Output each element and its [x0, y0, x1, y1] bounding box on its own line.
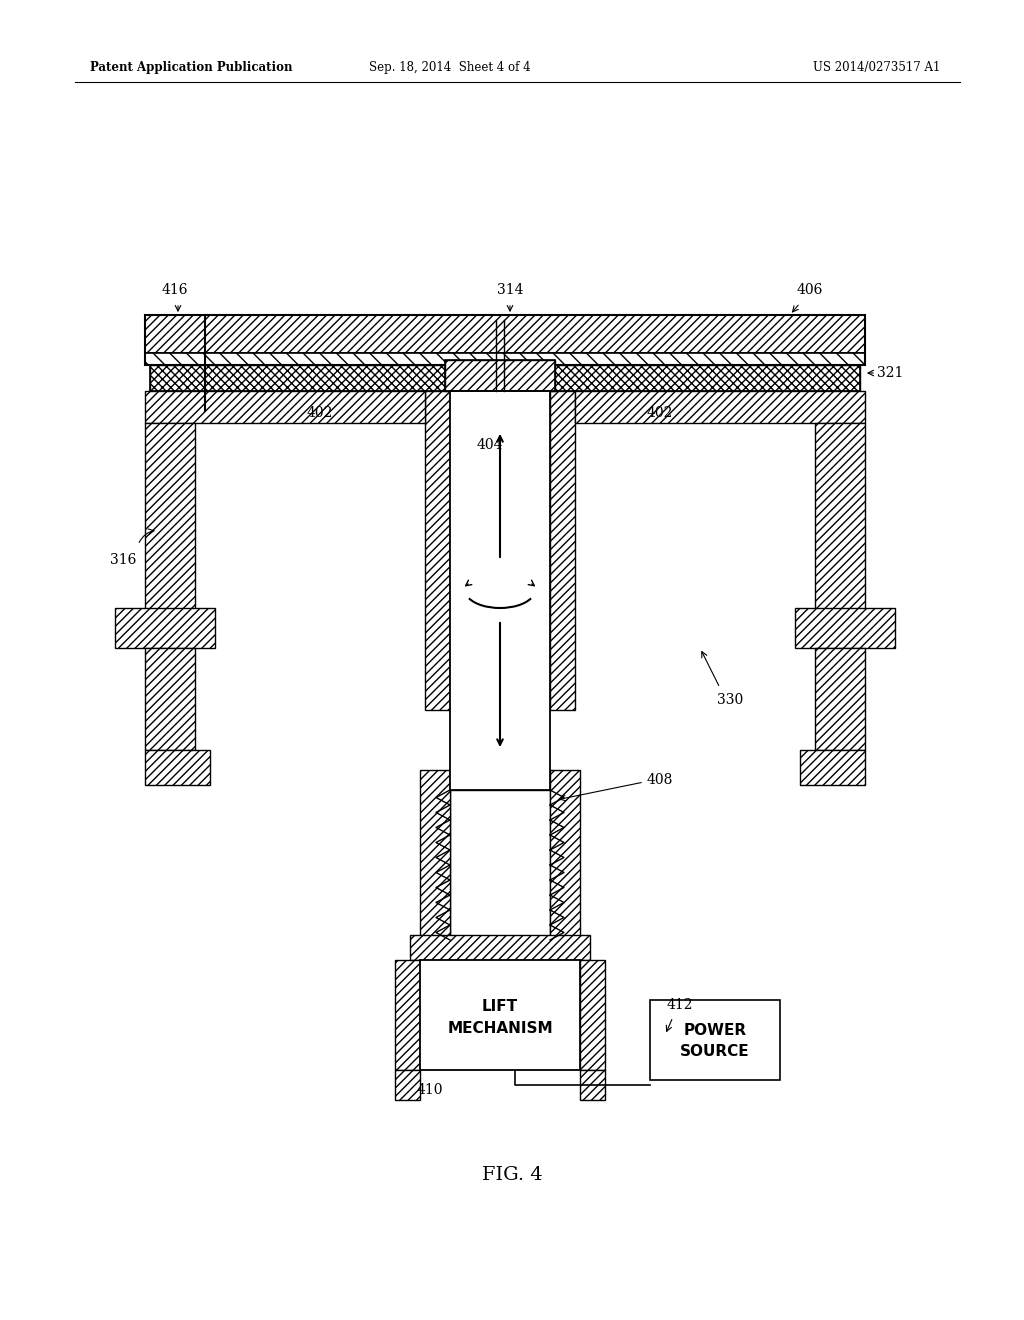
- Text: LIFT: LIFT: [482, 999, 518, 1014]
- Bar: [445, 360, 555, 391]
- Bar: [150, 366, 860, 391]
- Bar: [580, 960, 605, 1071]
- Bar: [145, 422, 195, 610]
- Bar: [425, 391, 450, 710]
- Bar: [145, 352, 865, 366]
- Text: Patent Application Publication: Patent Application Publication: [90, 62, 293, 74]
- Text: SOURCE: SOURCE: [680, 1044, 750, 1059]
- Text: 402: 402: [307, 407, 333, 420]
- Bar: [420, 770, 450, 940]
- Bar: [150, 366, 860, 391]
- Text: MECHANISM: MECHANISM: [447, 1020, 553, 1036]
- Bar: [145, 750, 210, 785]
- Text: 404: 404: [477, 438, 503, 451]
- Bar: [550, 770, 580, 940]
- Text: 314: 314: [497, 282, 523, 297]
- Bar: [580, 1071, 605, 1100]
- Bar: [145, 391, 425, 422]
- Text: 316: 316: [110, 553, 136, 568]
- Bar: [410, 935, 590, 960]
- Text: POWER: POWER: [683, 1023, 746, 1038]
- Bar: [145, 315, 865, 366]
- Text: 408: 408: [647, 774, 673, 787]
- Bar: [145, 315, 865, 352]
- Bar: [575, 391, 865, 422]
- Bar: [420, 960, 580, 1071]
- Bar: [450, 789, 550, 940]
- Bar: [795, 609, 895, 648]
- Text: Sep. 18, 2014  Sheet 4 of 4: Sep. 18, 2014 Sheet 4 of 4: [370, 62, 530, 74]
- Bar: [550, 391, 575, 710]
- Bar: [650, 1001, 780, 1080]
- Text: FIG. 4: FIG. 4: [481, 1166, 543, 1184]
- Text: 416: 416: [162, 282, 188, 297]
- Bar: [815, 648, 865, 750]
- Bar: [145, 648, 195, 750]
- Text: 321: 321: [877, 366, 903, 380]
- Bar: [445, 360, 555, 391]
- Text: 330: 330: [717, 693, 743, 708]
- Bar: [115, 609, 215, 648]
- Bar: [800, 750, 865, 785]
- Bar: [450, 391, 550, 789]
- Bar: [395, 960, 420, 1071]
- Bar: [395, 1071, 420, 1100]
- Text: US 2014/0273517 A1: US 2014/0273517 A1: [813, 62, 940, 74]
- Text: 402: 402: [647, 407, 673, 420]
- Text: 406: 406: [797, 282, 823, 297]
- Text: 410: 410: [417, 1082, 443, 1097]
- Text: 412: 412: [667, 998, 693, 1012]
- Bar: [815, 422, 865, 610]
